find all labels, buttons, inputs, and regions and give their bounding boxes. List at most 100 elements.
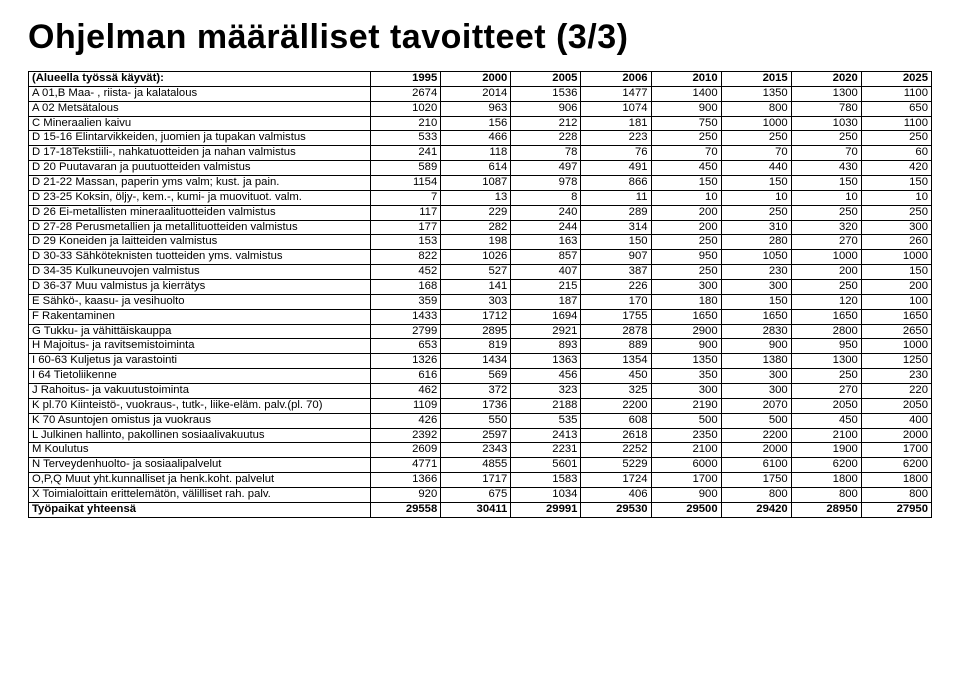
table-row: D 34-35 Kulkuneuvojen valmistus452527407… <box>29 265 932 280</box>
cell: 1000 <box>861 339 931 354</box>
cell: 1650 <box>721 309 791 324</box>
row-label: D 17-18Tekstiili-, nahkatuotteiden ja na… <box>29 146 371 161</box>
cell: 250 <box>791 369 861 384</box>
cell: 29500 <box>651 502 721 517</box>
cell: 407 <box>511 265 581 280</box>
cell: 270 <box>791 235 861 250</box>
cell: 2799 <box>371 324 441 339</box>
cell: 1900 <box>791 443 861 458</box>
cell: 800 <box>721 101 791 116</box>
cell: 2100 <box>791 428 861 443</box>
cell: 1750 <box>721 473 791 488</box>
table-row: D 26 Ei-metallisten mineraalituotteiden … <box>29 205 932 220</box>
cell: 117 <box>371 205 441 220</box>
cell: 900 <box>651 101 721 116</box>
cell: 1694 <box>511 309 581 324</box>
cell: 4771 <box>371 458 441 473</box>
cell: 650 <box>861 101 931 116</box>
cell: 170 <box>581 294 651 309</box>
cell: 120 <box>791 294 861 309</box>
cell: 250 <box>651 235 721 250</box>
header-year: 2010 <box>651 72 721 87</box>
cell: 250 <box>861 131 931 146</box>
cell: 2800 <box>791 324 861 339</box>
cell: 675 <box>441 488 511 503</box>
cell: 1536 <box>511 86 581 101</box>
cell: 150 <box>581 235 651 250</box>
cell: 491 <box>581 161 651 176</box>
cell: 1650 <box>791 309 861 324</box>
cell: 2050 <box>791 398 861 413</box>
row-label: D 21-22 Massan, paperin yms valm; kust. … <box>29 176 371 191</box>
cell: 60 <box>861 146 931 161</box>
cell: 1755 <box>581 309 651 324</box>
cell: 2609 <box>371 443 441 458</box>
row-label: A 02 Metsätalous <box>29 101 371 116</box>
row-label: L Julkinen hallinto, pakollinen sosiaali… <box>29 428 371 443</box>
cell: 1400 <box>651 86 721 101</box>
cell: 300 <box>721 384 791 399</box>
cell: 780 <box>791 101 861 116</box>
cell: 250 <box>791 205 861 220</box>
cell: 180 <box>651 294 721 309</box>
table-row: D 23-25 Koksin, öljy-, kem.-, kumi- ja m… <box>29 190 932 205</box>
cell: 70 <box>651 146 721 161</box>
cell: 450 <box>791 413 861 428</box>
cell: 323 <box>511 384 581 399</box>
cell: 220 <box>861 384 931 399</box>
cell: 430 <box>791 161 861 176</box>
cell: 569 <box>441 369 511 384</box>
cell: 150 <box>861 176 931 191</box>
cell: 857 <box>511 250 581 265</box>
cell: 2100 <box>651 443 721 458</box>
row-label: M Koulutus <box>29 443 371 458</box>
cell: 406 <box>581 488 651 503</box>
cell: 6200 <box>861 458 931 473</box>
cell: 906 <box>511 101 581 116</box>
cell: 300 <box>721 280 791 295</box>
cell: 289 <box>581 205 651 220</box>
row-label: F Rakentaminen <box>29 309 371 324</box>
cell: 280 <box>721 235 791 250</box>
row-label: I 64 Tietoliikenne <box>29 369 371 384</box>
cell: 907 <box>581 250 651 265</box>
header-year: 2025 <box>861 72 931 87</box>
cell: 163 <box>511 235 581 250</box>
cell: 462 <box>371 384 441 399</box>
table-row: D 36-37 Muu valmistus ja kierrätys168141… <box>29 280 932 295</box>
cell: 1712 <box>441 309 511 324</box>
cell: 2878 <box>581 324 651 339</box>
data-table: (Alueella työssä käyvät): 1995 2000 2005… <box>28 71 932 518</box>
cell: 168 <box>371 280 441 295</box>
cell: 2070 <box>721 398 791 413</box>
cell: 1434 <box>441 354 511 369</box>
cell: 800 <box>861 488 931 503</box>
cell: 2343 <box>441 443 511 458</box>
cell: 229 <box>441 205 511 220</box>
cell: 200 <box>651 220 721 235</box>
cell: 1650 <box>651 309 721 324</box>
cell: 608 <box>581 413 651 428</box>
cell: 198 <box>441 235 511 250</box>
cell: 2252 <box>581 443 651 458</box>
table-row: D 15-16 Elintarvikkeiden, juomien ja tup… <box>29 131 932 146</box>
header-year: 2005 <box>511 72 581 87</box>
table-body: A 01,B Maa- , riista- ja kalatalous26742… <box>29 86 932 517</box>
cell: 2000 <box>721 443 791 458</box>
cell: 359 <box>371 294 441 309</box>
row-label: D 30-33 Sähköteknisten tuotteiden yms. v… <box>29 250 371 265</box>
row-label: E Sähkö-, kaasu- ja vesihuolto <box>29 294 371 309</box>
cell: 1700 <box>861 443 931 458</box>
cell: 1350 <box>721 86 791 101</box>
cell: 1300 <box>791 86 861 101</box>
row-label: Työpaikat yhteensä <box>29 502 371 517</box>
cell: 450 <box>651 161 721 176</box>
cell: 1020 <box>371 101 441 116</box>
cell: 260 <box>861 235 931 250</box>
row-label: D 23-25 Koksin, öljy-, kem.-, kumi- ja m… <box>29 190 371 205</box>
cell: 1800 <box>861 473 931 488</box>
cell: 10 <box>791 190 861 205</box>
cell: 177 <box>371 220 441 235</box>
cell: 420 <box>861 161 931 176</box>
cell: 1700 <box>651 473 721 488</box>
